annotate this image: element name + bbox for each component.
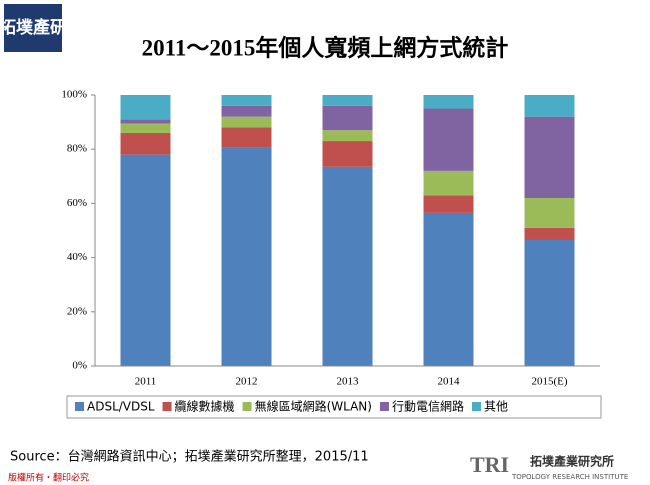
source: Source：台灣網路資訊中心；拓墣產業研究所整理，2015/11 (10, 449, 369, 465)
bar-segment (423, 195, 474, 213)
bar-segment (120, 132, 171, 155)
bar-segment (524, 197, 575, 228)
copyright: 版權所有・翻印必究 (8, 472, 89, 484)
org: 拓墣產業研究所 (530, 454, 614, 469)
bar-segment (221, 95, 272, 106)
y-tick-label: 40% (67, 251, 87, 263)
bar-segment (322, 130, 373, 142)
bar-segment (524, 116, 575, 198)
x-tick-label: 2014 (438, 376, 461, 388)
legend-label: 無線區域網路(WLAN) (255, 399, 372, 414)
bar-segment (423, 212, 474, 366)
bar-segment (423, 170, 474, 196)
y-tick-label: 60% (67, 197, 87, 209)
legend-label: 纜線數據機 (175, 399, 235, 414)
logo: 拓墣產研 (0, 17, 67, 38)
legend-swatch (471, 402, 481, 411)
logo-box (4, 4, 62, 52)
bar-segment (423, 108, 474, 171)
bar-segment (221, 147, 272, 366)
bar-segment (221, 127, 272, 148)
legend-box (66, 395, 602, 419)
legend-label: 其他 (484, 400, 508, 414)
bar-segment (221, 116, 272, 128)
chart-title: 2011～2015年個人寬頻上網方式統計 (142, 34, 509, 60)
brand: TRI (470, 452, 509, 477)
legend-label: 行動電信網路 (392, 399, 464, 414)
bar-segment (524, 227, 575, 240)
bar-segment (120, 154, 171, 366)
legend-swatch (379, 402, 389, 411)
bar-segment (423, 95, 474, 109)
bar-segment (322, 141, 373, 167)
y-tick-label: 100% (61, 89, 87, 101)
x-tick-label: 2015(E) (531, 376, 567, 388)
bar-segment (322, 105, 373, 131)
x-tick-label: 2012 (236, 376, 258, 388)
bar-segment (524, 95, 575, 117)
legend-swatch (75, 402, 84, 411)
y-tick-label: 20% (67, 305, 87, 317)
legend-label: ADSL/VDSL (87, 400, 155, 414)
bar-segment (524, 239, 575, 366)
bar-segment (221, 105, 272, 117)
x-tick-label: 2013 (337, 376, 360, 388)
y-tick-label: 0% (72, 360, 87, 372)
y-tick-label: 80% (67, 143, 87, 155)
x-tick-label: 2011 (135, 376, 157, 388)
bar-segment (322, 166, 373, 366)
bar-segment (120, 123, 171, 133)
bar-segment (120, 119, 171, 124)
bar-segment (322, 95, 373, 106)
org-en: TOPOLOGY RESEARCH INSTITUTE (511, 473, 628, 481)
bar-segment (120, 95, 171, 120)
legend-swatch (242, 402, 252, 411)
legend-swatch (162, 402, 172, 411)
